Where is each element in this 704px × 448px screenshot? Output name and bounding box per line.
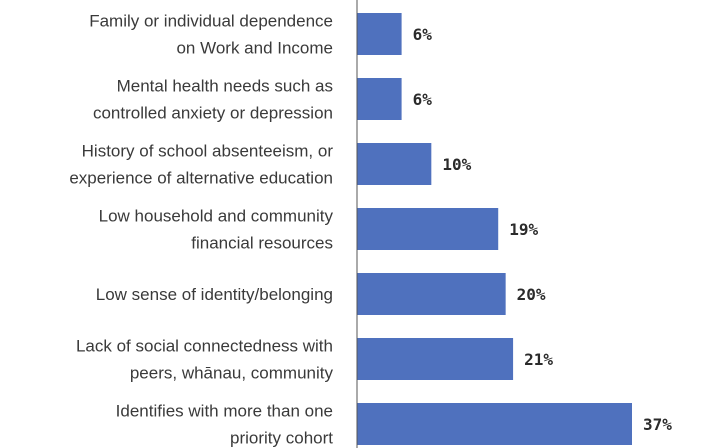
category-label-line: Family or individual dependence <box>89 12 333 31</box>
category-label-line: financial resources <box>191 234 333 253</box>
bar-7 <box>357 403 632 445</box>
category-label-3: History of school absenteeism, or experie… <box>69 142 333 188</box>
category-label-line: experience of alternative education <box>69 169 333 188</box>
bar-6 <box>357 338 514 380</box>
category-label-6: Lack of social connectedness with peers, … <box>76 337 334 383</box>
bar-5 <box>357 273 506 315</box>
category-label-line: controlled anxiety or depression <box>93 104 333 123</box>
bars-group <box>357 13 632 445</box>
value-labels-group: 6% 6% 10% 19% 20% 21% 37% <box>413 25 673 434</box>
category-label-2: Mental health needs such as controlled an… <box>93 77 333 123</box>
category-label-5: Low sense of identity/belonging <box>96 285 333 304</box>
bar-2 <box>357 78 402 120</box>
category-label-line: Lack of social connectedness with <box>76 337 333 356</box>
category-label-line: Identifies with more than one <box>116 402 333 421</box>
value-label-3: 10% <box>442 155 471 174</box>
bar-4 <box>357 208 499 250</box>
value-label-2: 6% <box>413 90 433 109</box>
bar-1 <box>357 13 402 55</box>
value-label-5: 20% <box>517 285 546 304</box>
bar-3 <box>357 143 432 185</box>
category-label-line: peers, whānau, community <box>130 364 334 383</box>
category-label-line: Mental health needs such as <box>117 77 333 96</box>
category-label-line: priority cohort <box>230 429 333 448</box>
value-label-7: 37% <box>643 415 672 434</box>
value-label-4: 19% <box>509 220 538 239</box>
value-label-6: 21% <box>524 350 553 369</box>
category-label-line: on Work and Income <box>176 39 333 58</box>
value-label-1: 6% <box>413 25 433 44</box>
category-label-4: Low household and community financial res… <box>99 207 334 253</box>
category-label-line: History of school absenteeism, or <box>82 142 334 161</box>
category-label-7: Identifies with more than one priority co… <box>116 402 334 448</box>
category-labels-group: Family or individual dependence on Work a… <box>69 12 333 448</box>
category-label-line: Low household and community <box>99 207 334 226</box>
category-label-1: Family or individual dependence on Work a… <box>89 12 333 58</box>
category-label-line: Low sense of identity/belonging <box>96 285 333 304</box>
